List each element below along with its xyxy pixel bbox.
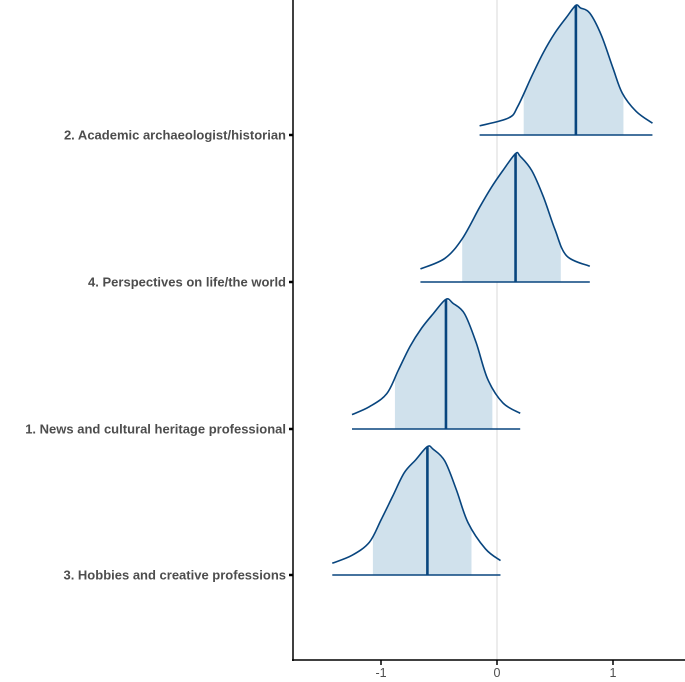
category-label: 2. Academic archaeologist/historian [64, 128, 286, 143]
density-curve [351, 298, 521, 416]
interval-area [523, 5, 624, 136]
x-tick-label: -1 [375, 666, 386, 680]
ridge-2 [420, 151, 591, 283]
ridge-3 [351, 298, 521, 430]
density-curve [331, 445, 501, 564]
ridge-4 [331, 445, 501, 576]
category-label: 1. News and cultural heritage profession… [25, 422, 286, 437]
x-tick-label: 1 [610, 666, 617, 680]
category-label: 3. Hobbies and creative professions [63, 568, 286, 583]
x-tick-label: 0 [494, 666, 501, 680]
interval-area [394, 299, 493, 429]
interval-area [372, 446, 472, 575]
interval-area [462, 154, 561, 282]
category-label: 4. Perspectives on life/the world [88, 275, 286, 290]
ridge-1 [479, 4, 653, 136]
